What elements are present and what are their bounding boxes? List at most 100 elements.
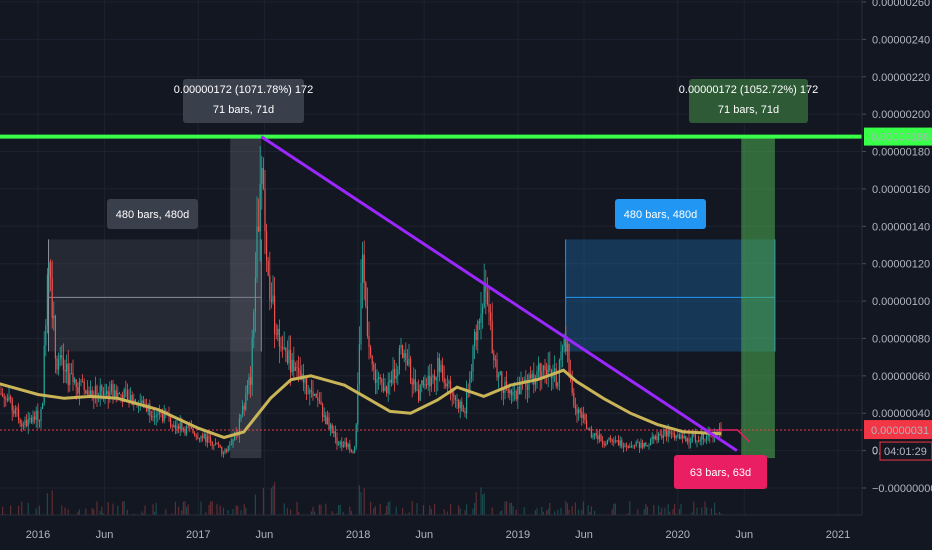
candle-body (515, 391, 517, 400)
candle-body (229, 444, 231, 446)
candle-body (43, 345, 45, 404)
volume-bar (581, 510, 583, 515)
moving-average-line (0, 368, 722, 440)
candle-body (686, 438, 688, 442)
candle-body (517, 386, 519, 400)
candle-body (197, 436, 199, 439)
candle-body (582, 414, 584, 419)
candle-body (181, 422, 183, 431)
candle-body (667, 430, 669, 437)
candle-body (272, 295, 274, 302)
candle-body (635, 442, 637, 446)
volume-bar (422, 505, 424, 515)
candle-body (253, 312, 255, 338)
candle-body (480, 313, 482, 323)
candle-body (61, 355, 63, 358)
x-tick-label: 2021 (826, 529, 850, 541)
candle-body (336, 437, 338, 445)
candle-body (221, 447, 223, 454)
candle-body (482, 307, 484, 314)
candle-body (605, 444, 607, 446)
volume-bar (515, 509, 517, 515)
volume-bar (237, 506, 239, 515)
candle-body (54, 315, 56, 359)
volume-bar (187, 504, 189, 515)
candle-body (466, 391, 468, 414)
candle-body (254, 277, 256, 313)
volume-bar (218, 513, 220, 515)
candle-body (270, 299, 272, 302)
candle-body (259, 183, 261, 232)
current-price-text: 0.00000031 (871, 425, 929, 437)
candle-body (42, 403, 44, 409)
volume-bar (691, 512, 693, 515)
candle-body (451, 390, 453, 395)
candle-body (101, 385, 103, 392)
trendline (260, 135, 738, 452)
candle-body (472, 346, 474, 372)
candle-body (394, 368, 396, 379)
candle-body (438, 357, 440, 372)
volume-bar (509, 502, 511, 515)
candle-body (210, 438, 212, 442)
candle-body (58, 359, 60, 370)
candle-body (410, 358, 412, 382)
candle-body (518, 386, 520, 395)
candle-body (120, 394, 122, 396)
candle-body (398, 348, 400, 370)
volume-bar (222, 507, 224, 515)
candle-body (59, 355, 61, 360)
candle-body (365, 282, 367, 306)
volume-bar (482, 494, 484, 515)
volume-bar (491, 507, 493, 515)
candle-body (683, 435, 685, 439)
volume-bar (107, 502, 109, 515)
volume-bar (512, 505, 514, 515)
candle-body (294, 367, 296, 371)
candle-body (376, 379, 378, 384)
candle-body (546, 369, 548, 375)
candle-body (80, 381, 82, 383)
candle-body (115, 390, 117, 399)
candle-body (102, 391, 104, 396)
candle-body (595, 433, 597, 437)
candle-body (238, 419, 240, 436)
volume-bar (653, 504, 655, 515)
candle-body (461, 401, 463, 411)
candle-body (579, 409, 581, 412)
candle-body (712, 436, 714, 438)
price-axis[interactable]: 0.00000260 0.00000240 0.00000220 0.00000200… (861, 0, 932, 515)
volume-bar (546, 510, 548, 515)
candle-body (314, 393, 316, 396)
y-tick-label: 0.00000180 (872, 147, 930, 159)
candle-body (35, 410, 37, 420)
candle-body (37, 410, 39, 421)
drawing-layer (48, 136, 776, 459)
candle-body (379, 377, 381, 379)
time-axis[interactable]: 2016 Jun 2017 Jun 2018 Jun 2019 Jun 2020 Jun 2021 (0, 514, 862, 541)
candle-body (699, 439, 701, 442)
volume-bar (286, 508, 288, 515)
candle-body (29, 418, 31, 419)
x-tick-label: 2020 (665, 529, 689, 541)
candle-body (86, 391, 88, 394)
candle-body (189, 426, 191, 428)
candle-body (597, 436, 599, 440)
countdown-badge (879, 441, 932, 461)
candle-body (459, 401, 461, 409)
countdown-measure-label: 63 bars, 63d (674, 455, 767, 489)
candle-body (485, 284, 487, 292)
volume-bar (554, 511, 556, 515)
candle-body (224, 449, 226, 454)
candle-body (171, 426, 173, 427)
candle-body (685, 435, 687, 442)
volume-bar (77, 511, 79, 515)
candle-body (538, 363, 540, 371)
candle-body (261, 167, 263, 184)
candle-body (405, 353, 407, 361)
candle-body (310, 390, 312, 392)
candle-body (549, 365, 551, 371)
candle-body (278, 328, 280, 347)
candle-body (576, 408, 578, 414)
